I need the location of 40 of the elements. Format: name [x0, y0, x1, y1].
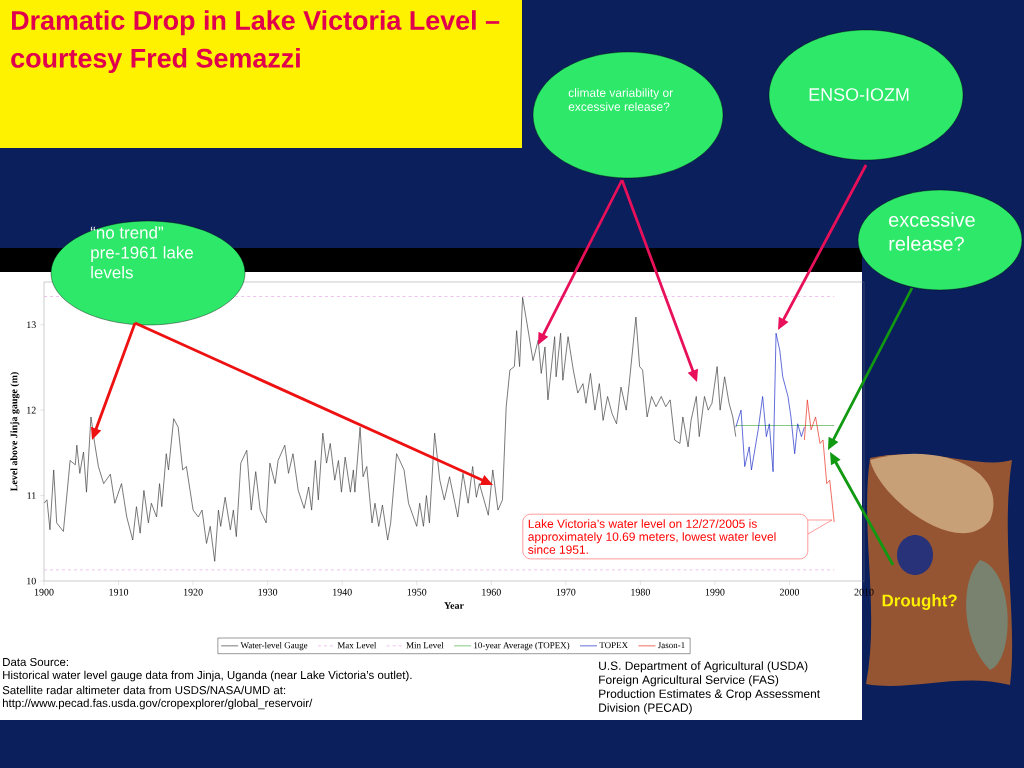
y-axis-title: Level above Jinja gauge (m)	[10, 372, 20, 492]
x-tick-label: 1930	[258, 588, 278, 596]
text: U.S. Department of Agricultural (USDA)	[599, 661, 808, 673]
x-tick-label: 1970	[556, 588, 576, 596]
x-tick-label: 1950	[407, 588, 427, 596]
y-tick-label: 12	[27, 406, 36, 414]
x-tick-label: 1920	[184, 588, 203, 596]
text: Production Estimates & Crop Assessment Division (PECAD)	[599, 689, 821, 715]
x-tick-label: 1980	[631, 588, 650, 596]
source-note: Data Source:	[3, 657, 69, 667]
text: climate variability or excessive release?	[568, 88, 673, 111]
x-axis-title: Year	[444, 602, 464, 609]
text: Drought?	[882, 594, 957, 610]
text: “no trend” pre-1961 lake levels	[90, 226, 193, 279]
y-tick-label: 11	[27, 492, 36, 499]
legend-label: Max Level	[337, 642, 377, 649]
line-series	[735, 332, 805, 472]
legend-label: Water-level Gauge	[240, 642, 308, 651]
text: http://www.pecad.fas.usda.gov/cropexplorer/global_reservoir/	[3, 698, 313, 710]
x-tick-label: 1910	[109, 588, 129, 596]
text: Satellite radar altimeter data from USDS/NASA/UMD at:	[2, 685, 286, 695]
x-tick-label: 2010	[854, 588, 874, 596]
y-tick-label: 10	[27, 577, 36, 585]
x-tick-label: 1960	[482, 588, 501, 596]
legend-label: Min Level	[406, 642, 444, 649]
line-series	[804, 399, 835, 523]
x-tick-label: 1990	[705, 588, 725, 596]
legend-label: Jason-1	[657, 642, 685, 649]
text: ENSO-IOZM	[809, 88, 909, 101]
x-tick-label: 2000	[779, 588, 800, 596]
annotation: Lake Victoria’s water level on 12/27/2005 is approximately 10.69 meters, lowest water level since 1951.	[528, 519, 776, 554]
y-tick-label: 13	[27, 321, 36, 329]
x-tick-label: 1940	[333, 588, 352, 596]
legend-label: TOPEX	[599, 642, 628, 649]
text: Foreign Agricultural Service (FAS)	[599, 675, 779, 687]
x-tick-label: 1900	[34, 588, 54, 596]
text: Historical water level gauge data from Jinja, Uganda (near Lake Victoria’s outlet).	[3, 670, 412, 682]
chart-title: Dramatic Drop in Lake Victoria Level – courtesy Fred Semazzi	[11, 10, 500, 74]
legend-label: 10-year Average (TOPEX)	[474, 642, 570, 651]
text: excessive release?	[889, 212, 975, 251]
